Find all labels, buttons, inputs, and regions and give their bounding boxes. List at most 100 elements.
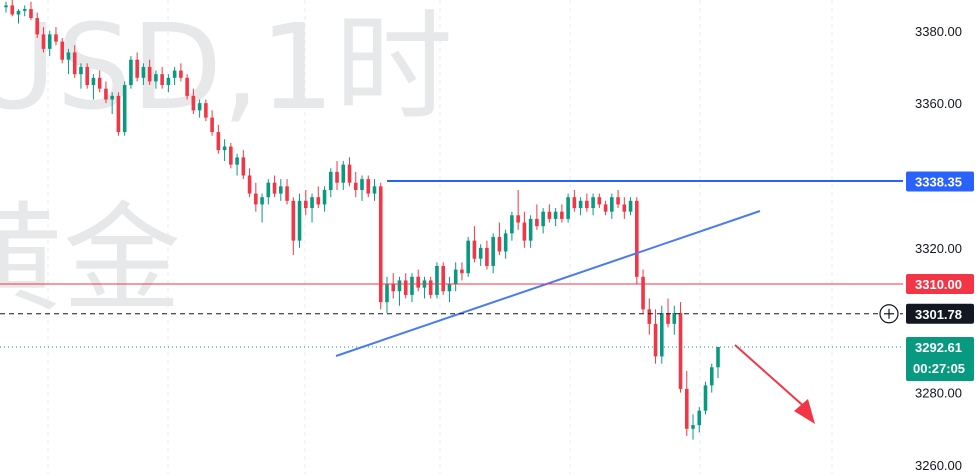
candle-body bbox=[585, 200, 589, 209]
candle bbox=[85, 63, 89, 89]
candle bbox=[16, 9, 21, 24]
candle bbox=[397, 276, 402, 306]
price-axis[interactable]: 3380.00 3360.00 3320.00 3280.00 3260.00 3338.… bbox=[879, 0, 979, 474]
candle bbox=[160, 66, 164, 89]
candle-body bbox=[247, 175, 252, 194]
watermark-text: 黄金 bbox=[0, 190, 181, 328]
candle bbox=[41, 27, 46, 53]
candle-body bbox=[435, 265, 439, 295]
candle-body bbox=[397, 280, 402, 292]
ascending-trendline[interactable] bbox=[335, 210, 761, 357]
crosshair-price-tag[interactable]: 3301.78 bbox=[906, 303, 974, 324]
candle bbox=[547, 204, 552, 223]
candle bbox=[241, 150, 246, 180]
candle bbox=[635, 197, 639, 285]
candle bbox=[216, 124, 221, 154]
last-price-tag[interactable]: 3292.61 00:27:05 bbox=[906, 336, 974, 381]
candle-body bbox=[603, 204, 608, 212]
candle bbox=[385, 276, 389, 313]
candle-body bbox=[635, 200, 639, 277]
candle bbox=[110, 92, 114, 114]
candle-body bbox=[347, 164, 352, 183]
candle bbox=[229, 142, 233, 169]
candle-body bbox=[510, 215, 514, 234]
candle-body bbox=[560, 211, 564, 219]
candle-body bbox=[279, 186, 283, 194]
candle-body bbox=[316, 197, 321, 205]
candle bbox=[603, 200, 608, 216]
candle bbox=[616, 189, 620, 209]
candle bbox=[697, 407, 702, 433]
candle-body bbox=[16, 10, 21, 15]
candle-body bbox=[516, 215, 520, 223]
candle-body bbox=[341, 164, 346, 183]
candle-body bbox=[204, 103, 208, 118]
candle bbox=[591, 193, 595, 216]
candle bbox=[366, 175, 371, 198]
candle-body bbox=[266, 182, 271, 198]
crosshair-plus-icon[interactable] bbox=[879, 304, 899, 324]
candle-body bbox=[485, 247, 489, 266]
candle bbox=[328, 168, 333, 198]
candle-body bbox=[597, 197, 602, 205]
candle bbox=[572, 189, 577, 212]
candle-body bbox=[60, 41, 65, 60]
candle-body bbox=[79, 66, 83, 75]
candle-body bbox=[453, 269, 458, 285]
candle-body bbox=[66, 52, 71, 60]
candle-body bbox=[353, 182, 358, 190]
candle bbox=[553, 208, 558, 227]
candle bbox=[260, 193, 264, 223]
candle bbox=[303, 189, 308, 216]
candle bbox=[485, 240, 489, 270]
candle-body bbox=[535, 218, 539, 227]
candle bbox=[266, 179, 271, 205]
candle-body bbox=[310, 197, 314, 209]
grid bbox=[47, 0, 833, 474]
candle-body bbox=[466, 240, 470, 274]
candle-body bbox=[403, 280, 408, 295]
support-price-tag[interactable]: 3310.00 bbox=[906, 274, 974, 295]
candle bbox=[279, 179, 283, 201]
candle-body bbox=[478, 247, 483, 259]
candle-body bbox=[29, 9, 33, 19]
candle-body bbox=[491, 237, 495, 266]
price-tick-label: 3260.00 bbox=[915, 458, 962, 473]
candle bbox=[453, 262, 458, 292]
candle bbox=[297, 193, 302, 248]
resistance-price-tag[interactable]: 3338.35 bbox=[906, 171, 974, 192]
candle-body bbox=[241, 157, 246, 176]
candle-body bbox=[260, 197, 264, 205]
candle bbox=[129, 56, 133, 89]
candle bbox=[4, 1, 8, 13]
candle-body bbox=[335, 171, 339, 183]
candle bbox=[666, 298, 670, 328]
price-tick-label: 3380.00 bbox=[915, 24, 962, 39]
candle-body bbox=[54, 34, 58, 42]
candle bbox=[641, 269, 645, 313]
resistance-tag-bg bbox=[906, 171, 974, 192]
candle-body bbox=[22, 9, 27, 11]
candle bbox=[466, 237, 470, 277]
candle bbox=[684, 370, 689, 437]
candles bbox=[4, 0, 720, 440]
candle bbox=[422, 276, 427, 299]
candle-body bbox=[328, 171, 333, 190]
candle bbox=[347, 157, 352, 187]
candle bbox=[478, 244, 483, 266]
candle-body bbox=[197, 103, 202, 111]
candle bbox=[22, 5, 27, 17]
candle bbox=[703, 381, 708, 415]
down-arrow[interactable] bbox=[734, 344, 815, 424]
candle bbox=[310, 193, 314, 223]
candle bbox=[10, 0, 15, 17]
price-tick-label: 3280.00 bbox=[915, 386, 962, 401]
candle bbox=[610, 193, 614, 219]
candle bbox=[247, 168, 252, 198]
candle bbox=[410, 273, 414, 303]
candle-body bbox=[303, 200, 308, 209]
candle bbox=[497, 222, 502, 256]
candle-body bbox=[154, 74, 158, 82]
